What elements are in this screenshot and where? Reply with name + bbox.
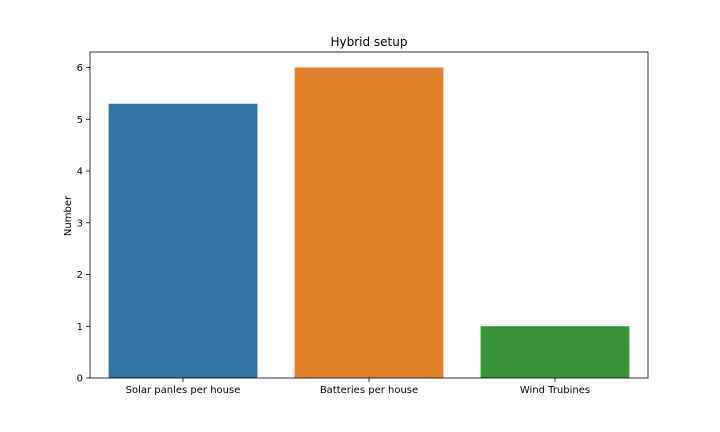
- y-tick-label: 4: [77, 167, 83, 178]
- x-tick-label: Wind Trubines: [520, 385, 590, 396]
- y-tick-label: 5: [77, 115, 83, 126]
- plot-frame: [89, 51, 649, 379]
- bar: [480, 326, 630, 378]
- chart-title: Hybrid setup: [330, 35, 407, 49]
- y-axis-label: Number: [63, 195, 74, 236]
- y-tick-label: 0: [77, 374, 83, 385]
- y-tick-label: 2: [77, 270, 83, 281]
- x-tick-label: Solar panles per house: [126, 385, 241, 396]
- bar: [294, 67, 444, 379]
- x-tick-label: Batteries per house: [320, 385, 418, 396]
- y-tick-label: 1: [77, 322, 83, 333]
- y-tick-label: 3: [77, 218, 83, 229]
- bar: [108, 103, 258, 378]
- y-tick-label: 6: [77, 63, 83, 74]
- plot-area: Solar panles per house Batteries per hous…: [77, 51, 649, 396]
